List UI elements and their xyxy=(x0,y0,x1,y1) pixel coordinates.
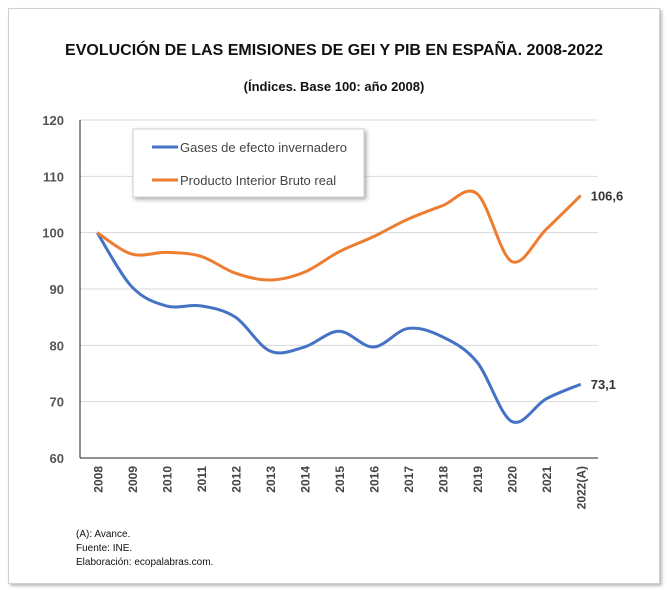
x-tick-label: 2015 xyxy=(333,466,347,493)
x-tick-label: 2018 xyxy=(437,466,451,493)
y-tick-label: 80 xyxy=(50,338,64,353)
note-avance: (A): Avance. xyxy=(76,529,131,540)
x-tick-label: 2020 xyxy=(506,466,520,493)
x-tick-label: 2008 xyxy=(91,466,105,493)
y-tick-label: 70 xyxy=(50,395,64,410)
legend-label: Producto Interior Bruto real xyxy=(180,173,336,188)
x-tick-label: 2010 xyxy=(160,466,174,493)
chart-title: EVOLUCIÓN DE LAS EMISIONES DE GEI Y PIB … xyxy=(65,42,603,59)
x-tick-label: 2019 xyxy=(471,466,485,493)
x-tick-label: 2013 xyxy=(264,466,278,493)
footnotes: (A): Avance. Fuente: INE. Elaboración: e… xyxy=(76,528,213,570)
series-line-0 xyxy=(96,231,582,424)
y-tick-label: 100 xyxy=(42,226,64,241)
chart-frame xyxy=(8,8,660,584)
x-tick-label: 2014 xyxy=(298,466,312,493)
x-tick-label: 2017 xyxy=(402,466,416,493)
legend-label: Gases de efecto invernadero xyxy=(180,140,347,155)
x-tick-label: 2011 xyxy=(195,466,209,492)
x-tick-label: 2012 xyxy=(229,466,243,493)
y-tick-label: 60 xyxy=(50,451,64,466)
end-data-label: 106,6 xyxy=(591,188,624,203)
x-tick-label: 2016 xyxy=(368,466,382,493)
end-data-label: 73,1 xyxy=(591,377,616,392)
y-tick-label: 110 xyxy=(43,169,64,184)
y-tick-label: 120 xyxy=(42,113,64,128)
note-elaboration: Elaboración: ecopalabras.com. xyxy=(76,557,214,568)
x-tick-label: 2009 xyxy=(126,466,140,493)
note-source: Fuente: INE. xyxy=(76,543,133,554)
x-tick-label: 2021 xyxy=(540,466,554,493)
y-tick-label: 90 xyxy=(50,282,64,297)
legend-box xyxy=(132,128,365,198)
chart-subtitle: (Índices. Base 100: año 2008) xyxy=(243,79,425,94)
series-line-1 xyxy=(96,189,582,282)
x-tick-label: 2022(A) xyxy=(575,466,589,509)
